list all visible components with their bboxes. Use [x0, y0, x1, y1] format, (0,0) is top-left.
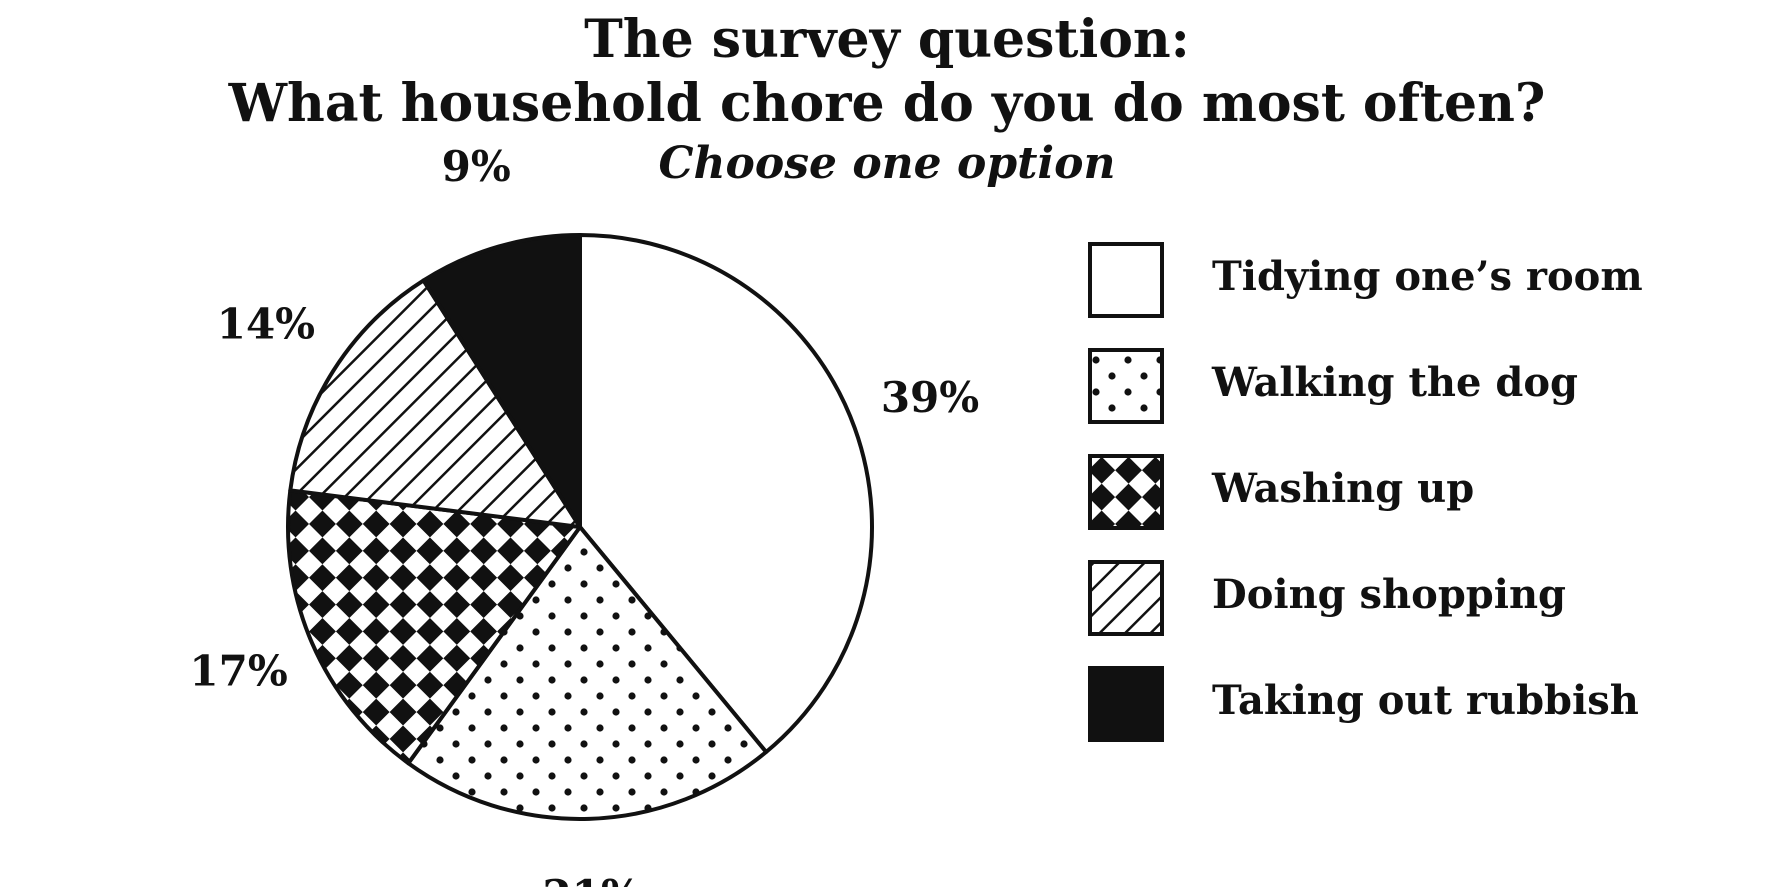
chart-title-block: The survey question: What household chor… — [0, 8, 1774, 192]
pie-label-walking-the-dog: 21% — [543, 871, 641, 887]
pie-slice-doing-shopping — [288, 278, 582, 529]
chart-subtitle: Choose one option — [658, 138, 1116, 189]
pie-percent-labels: 39% 21% 17% 14% 9% — [189, 142, 979, 887]
legend-label-tidying-one-s-room: Tidying one’s room — [1212, 253, 1643, 300]
legend-label-walking-the-dog: Walking the dog — [1211, 359, 1578, 406]
chart-question: What household chore do you do most ofte… — [228, 73, 1546, 134]
pie-slice-walking-the-dog — [406, 525, 769, 821]
pie-label-washing-up: 17% — [189, 647, 287, 696]
pie-label-doing-shopping: 14% — [217, 300, 315, 349]
legend-swatch-taking-out-rubbish — [1088, 666, 1164, 742]
legend-swatch-tidying-one-s-room — [1088, 242, 1164, 318]
legend-label-taking-out-rubbish: Taking out rubbish — [1212, 677, 1639, 724]
legend-label-doing-shopping: Doing shopping — [1212, 571, 1566, 618]
legend-swatch-walking-the-dog — [1088, 348, 1164, 424]
legend-swatch-washing-up — [1088, 454, 1164, 530]
pie-slice-taking-out-rubbish — [421, 233, 582, 529]
pie-slice-tidying-one-s-room — [578, 233, 874, 754]
legend-label-washing-up: Washing up — [1211, 465, 1474, 512]
pie-label-tidying-one-s-room: 39% — [881, 373, 979, 422]
chart-title: The survey question: — [584, 9, 1190, 70]
pie-slice-washing-up — [286, 488, 582, 766]
legend: Tidying one’s room Walking the dog Washing… — [1088, 242, 1643, 742]
legend-swatch-doing-shopping — [1088, 560, 1164, 636]
pie-label-taking-out-rubbish: 9% — [442, 142, 511, 191]
pie-slices — [286, 233, 874, 821]
